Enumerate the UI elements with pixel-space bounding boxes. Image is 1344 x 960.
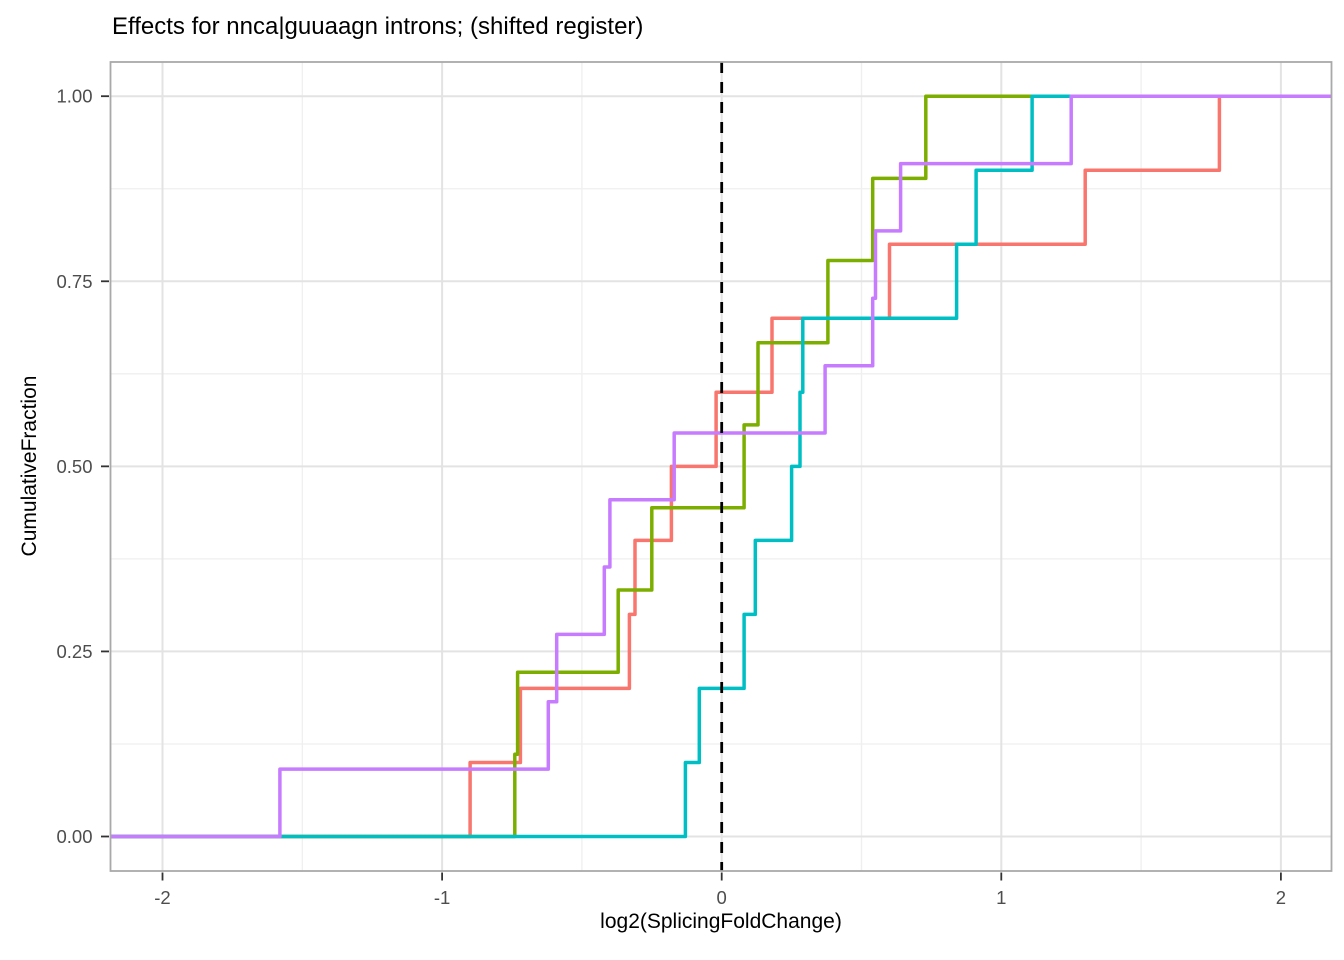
x-axis-title: log2(SplicingFoldChange) bbox=[600, 910, 842, 933]
x-tick-label: 1 bbox=[996, 887, 1006, 908]
ecdf-series-purple bbox=[110, 94, 1332, 839]
x-tick-label: -1 bbox=[434, 887, 450, 908]
x-tick-label: 0 bbox=[717, 887, 727, 908]
y-tick-label: 0.50 bbox=[56, 456, 92, 477]
plot-title: Effects for nnca|guuaagn introns; (shift… bbox=[112, 13, 644, 40]
panel-border bbox=[109, 61, 1333, 872]
ecdf-series-olive-green bbox=[110, 94, 1332, 839]
y-tick-label: 1.00 bbox=[56, 86, 92, 107]
y-tick-label: 0.00 bbox=[56, 826, 92, 847]
ecdf-series-teal bbox=[110, 94, 1332, 839]
ecdf-series-salmon bbox=[110, 94, 1332, 839]
x-tick-label: -2 bbox=[154, 887, 170, 908]
x-tick-label: 2 bbox=[1276, 887, 1286, 908]
y-tick-label: 0.75 bbox=[56, 271, 92, 292]
y-tick-label: 0.25 bbox=[56, 641, 92, 662]
